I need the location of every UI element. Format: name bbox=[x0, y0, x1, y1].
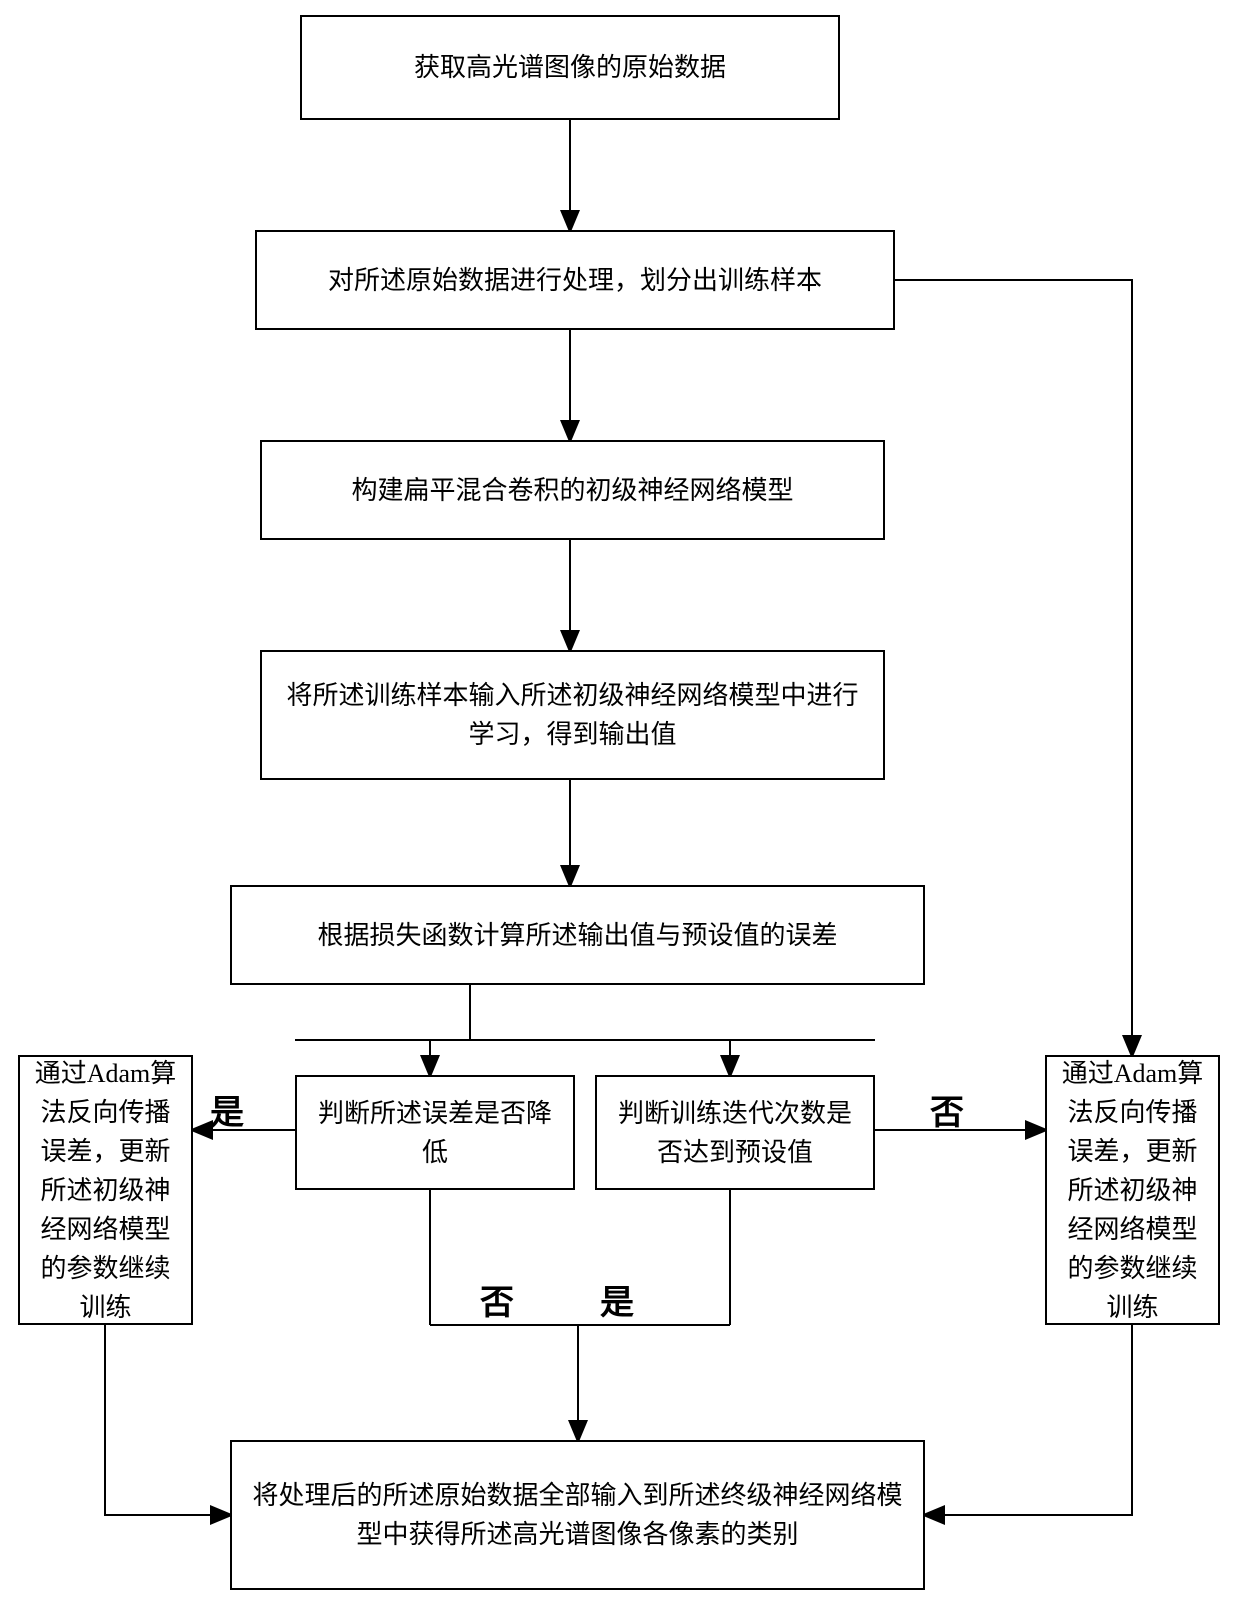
node-decision-error-down: 判断所述误差是否降低 bbox=[295, 1075, 575, 1190]
edge-label-no-bottom: 否 bbox=[480, 1275, 514, 1324]
node-text: 构建扁平混合卷积的初级神经网络模型 bbox=[351, 471, 793, 510]
node-train-learn: 将所述训练样本输入所述初级神经网络模型中进行学习，得到输出值 bbox=[260, 650, 885, 780]
node-text: 判断训练迭代次数是否达到预设值 bbox=[609, 1094, 861, 1172]
node-final-classify: 将处理后的所述原始数据全部输入到所述终级神经网络模型中获得所述高光谱图像各像素的… bbox=[230, 1440, 925, 1590]
node-process-data: 对所述原始数据进行处理，划分出训练样本 bbox=[255, 230, 895, 330]
node-build-model: 构建扁平混合卷积的初级神经网络模型 bbox=[260, 440, 885, 540]
node-acquire-data: 获取高光谱图像的原始数据 bbox=[300, 15, 840, 120]
node-loss-error: 根据损失函数计算所述输出值与预设值的误差 bbox=[230, 885, 925, 985]
node-adam-left: 通过Adam算法反向传播误差，更新所述初级神经网络模型的参数继续训练 bbox=[18, 1055, 193, 1325]
node-text: 通过Adam算法反向传播误差，更新所述初级神经网络模型的参数继续训练 bbox=[32, 1054, 179, 1327]
node-text: 判断所述误差是否降低 bbox=[309, 1094, 561, 1172]
edge-label-no-right: 否 bbox=[930, 1085, 964, 1134]
node-decision-iter-reached: 判断训练迭代次数是否达到预设值 bbox=[595, 1075, 875, 1190]
flowchart-canvas: 获取高光谱图像的原始数据 对所述原始数据进行处理，划分出训练样本 构建扁平混合卷… bbox=[0, 0, 1240, 1614]
edge-label-yes-bottom: 是 bbox=[600, 1275, 634, 1324]
node-text: 将所述训练样本输入所述初级神经网络模型中进行学习，得到输出值 bbox=[274, 676, 871, 754]
node-text: 根据损失函数计算所述输出值与预设值的误差 bbox=[317, 916, 837, 955]
edge-label-yes-left: 是 bbox=[210, 1085, 244, 1134]
node-text: 通过Adam算法反向传播误差，更新所述初级神经网络模型的参数继续训练 bbox=[1059, 1054, 1206, 1327]
node-text: 对所述原始数据进行处理，划分出训练样本 bbox=[328, 261, 822, 300]
node-adam-right: 通过Adam算法反向传播误差，更新所述初级神经网络模型的参数继续训练 bbox=[1045, 1055, 1220, 1325]
node-text: 获取高光谱图像的原始数据 bbox=[414, 48, 726, 87]
node-text: 将处理后的所述原始数据全部输入到所述终级神经网络模型中获得所述高光谱图像各像素的… bbox=[244, 1476, 911, 1554]
